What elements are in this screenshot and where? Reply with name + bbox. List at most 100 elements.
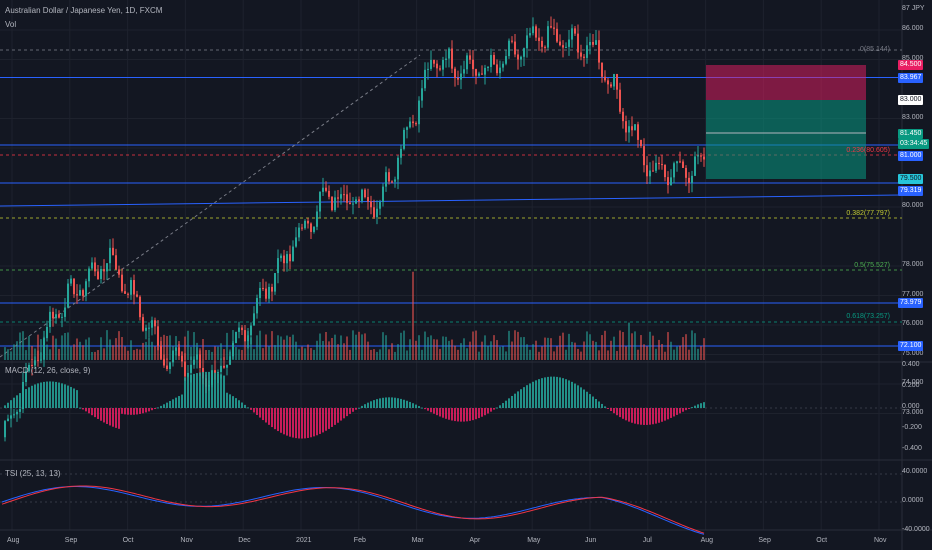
- candle: [346, 194, 348, 203]
- price-axis-top: 87 JPY: [902, 5, 925, 12]
- macd-histogram-bar: [73, 388, 75, 408]
- time-axis-label: Sep: [64, 537, 78, 544]
- candle: [133, 280, 135, 295]
- macd-histogram-bar: [493, 408, 495, 410]
- macd-histogram-bar: [37, 383, 39, 408]
- macd-histogram-bar: [202, 372, 204, 408]
- candle: [331, 196, 333, 211]
- volume-bar: [184, 336, 186, 360]
- volume-bar: [37, 334, 39, 360]
- macd-histogram-bar: [211, 372, 213, 408]
- macd-histogram-bar: [322, 408, 324, 433]
- candle: [415, 123, 417, 125]
- volume-bar: [439, 348, 441, 360]
- macd-histogram-bar: [529, 383, 531, 408]
- macd-histogram-bar: [583, 389, 585, 408]
- macd-histogram-bar: [268, 408, 270, 425]
- macd-histogram-bar: [499, 405, 501, 408]
- volume-bar: [547, 337, 549, 360]
- candle: [502, 63, 504, 68]
- volume-bar: [220, 343, 222, 360]
- macd-histogram-bar: [271, 408, 273, 428]
- macd-histogram-bar: [262, 408, 264, 421]
- volume-bar: [451, 339, 453, 360]
- volume-bar: [352, 330, 354, 360]
- macd-histogram-bar: [661, 408, 663, 422]
- volume-bar: [610, 340, 612, 360]
- candle: [4, 421, 6, 438]
- candle: [628, 126, 630, 133]
- candle: [103, 269, 105, 272]
- macd-histogram-bar: [655, 408, 657, 424]
- volume-bar: [76, 338, 78, 360]
- candle: [109, 247, 111, 264]
- macd-histogram-bar: [367, 402, 369, 408]
- candle: [256, 298, 258, 314]
- candle: [619, 89, 621, 112]
- candle: [265, 288, 267, 299]
- candle: [496, 64, 498, 74]
- volume-bar: [373, 349, 375, 360]
- volume-bar: [286, 335, 288, 360]
- macd-histogram-bar: [166, 402, 168, 408]
- macd-histogram-bar: [34, 384, 36, 408]
- volume-bar: [571, 341, 573, 360]
- volume-bar: [490, 341, 492, 360]
- candle: [136, 294, 138, 297]
- volume-bar: [598, 350, 600, 360]
- macd-histogram-bar: [637, 408, 639, 425]
- volume-bar: [244, 339, 246, 360]
- macd-histogram-bar: [328, 408, 330, 429]
- macd-histogram-bar: [229, 394, 231, 408]
- candle: [574, 28, 576, 34]
- macd-histogram-bar: [580, 387, 582, 408]
- macd-histogram-bar: [676, 408, 678, 415]
- macd-histogram-bar: [487, 408, 489, 414]
- volume-bar: [586, 331, 588, 360]
- candle: [601, 62, 603, 77]
- candle: [229, 356, 231, 365]
- candle: [178, 347, 180, 356]
- macd-histogram-bar: [376, 399, 378, 408]
- volume-bar: [25, 350, 27, 360]
- macd-histogram-bar: [439, 408, 441, 417]
- volume-bar: [460, 343, 462, 360]
- volume-bar: [544, 337, 546, 360]
- volume-bar: [643, 344, 645, 360]
- macd-histogram-bar: [520, 389, 522, 408]
- macd-histogram-bar: [127, 408, 129, 415]
- price-badge: 73.979: [898, 298, 924, 308]
- macd-histogram-bar: [625, 408, 627, 421]
- candle: [517, 54, 519, 60]
- volume-bar: [535, 340, 537, 360]
- candle: [166, 365, 168, 370]
- price-axis-label: 83.000: [902, 113, 924, 121]
- candle: [157, 326, 159, 346]
- macd-histogram-bar: [481, 408, 483, 417]
- macd-histogram-bar: [25, 389, 27, 408]
- fib-level-label: 0.5(75.527): [854, 262, 890, 269]
- candle: [592, 41, 594, 45]
- candle: [76, 294, 78, 296]
- volume-bar: [121, 337, 123, 360]
- macd-histogram-bar: [505, 400, 507, 408]
- macd-histogram-bar: [175, 397, 177, 408]
- macd-histogram-bar: [424, 408, 426, 410]
- candle: [565, 46, 567, 48]
- macd-histogram-bar: [619, 408, 621, 418]
- volume-bar: [538, 351, 540, 360]
- volume-bar: [214, 346, 216, 360]
- macd-histogram-bar: [595, 398, 597, 408]
- candle: [187, 372, 189, 377]
- candle: [145, 327, 147, 331]
- volume-bar: [517, 331, 519, 360]
- macd-histogram-bar: [352, 408, 354, 412]
- price-badge: 83.000: [898, 95, 924, 105]
- volume-bar: [85, 339, 87, 360]
- candle: [421, 88, 423, 101]
- volume-bar: [16, 341, 18, 360]
- volume-bar: [118, 331, 120, 360]
- macd-histogram-bar: [58, 382, 60, 408]
- macd-histogram-bar: [550, 376, 552, 408]
